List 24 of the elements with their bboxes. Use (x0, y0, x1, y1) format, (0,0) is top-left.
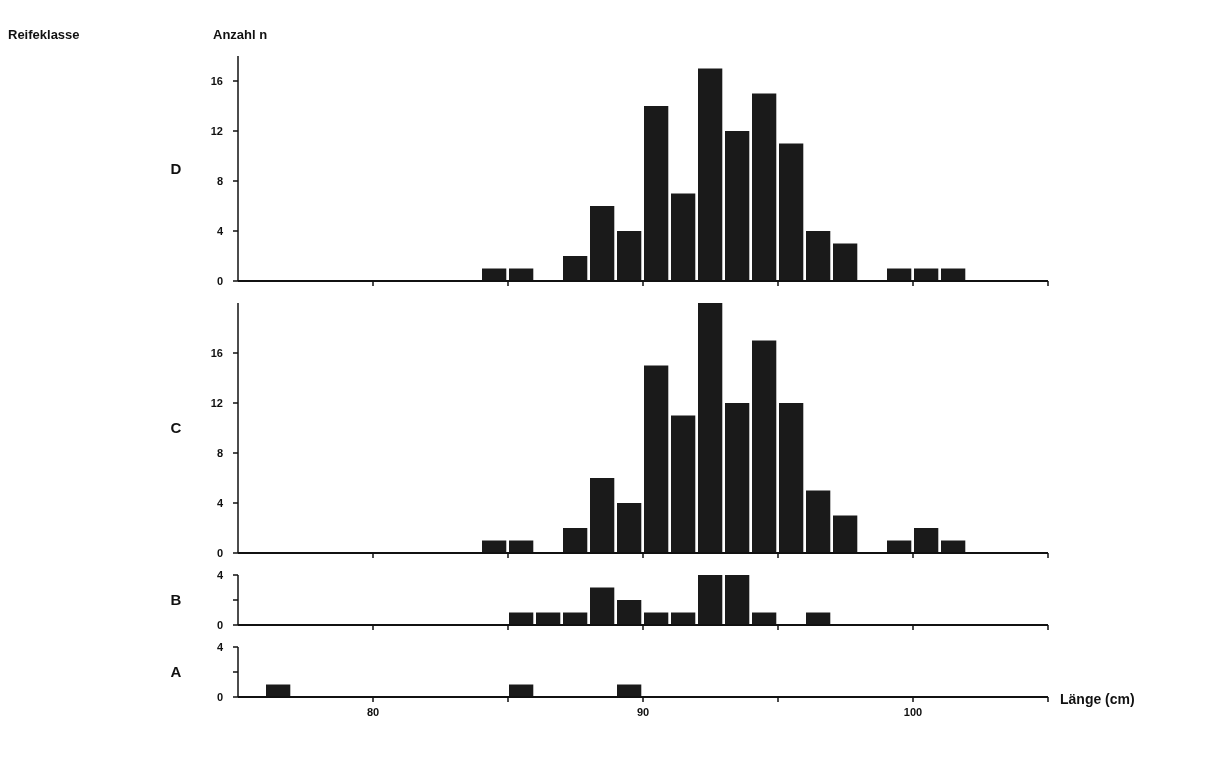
y-tick-label: 0 (216, 690, 223, 703)
y-tick-label: 4 (216, 496, 224, 509)
x-axis-title: Länge (cm) (1060, 691, 1135, 707)
text: D (170, 159, 182, 177)
y-tick-label: 0 (216, 274, 223, 287)
y-tick-label: 16 (210, 74, 223, 87)
x-tick-label: 100 (903, 705, 923, 718)
y-tick-label: 4 (216, 568, 224, 581)
y-tick-label: 16 (210, 346, 223, 359)
text: C (170, 419, 182, 437)
x-tick-label: 90 (636, 705, 650, 718)
x-tick-label: 80 (366, 705, 380, 718)
y-tick-label: 12 (210, 124, 223, 137)
y-tick-label: 12 (210, 396, 223, 409)
text: B (170, 591, 182, 609)
text: A (170, 663, 182, 681)
y-axis-title: Anzahl n (212, 27, 268, 42)
y-tick-label: 0 (216, 618, 223, 631)
y-tick-label: 8 (216, 174, 223, 187)
y-tick-label: 4 (216, 224, 224, 237)
text: Reifeklasse (8, 27, 80, 42)
y-tick-label: 0 (216, 546, 223, 559)
y-tick-label: 4 (216, 640, 224, 653)
y-tick-label: 8 (216, 446, 223, 459)
